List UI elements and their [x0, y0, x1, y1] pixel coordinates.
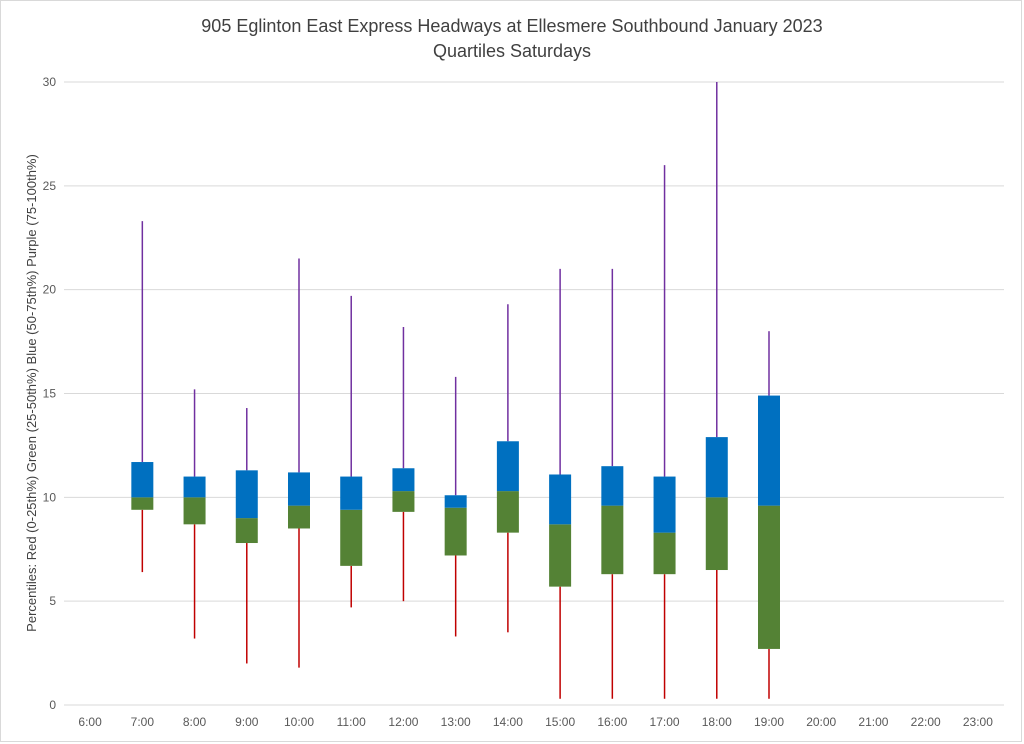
box-upper: [444, 495, 467, 508]
box-lower: [444, 507, 467, 556]
x-tick-label: 20:00: [806, 715, 836, 729]
x-tick-label: 16:00: [597, 715, 627, 729]
chart-subtitle: Quartiles Saturdays: [432, 41, 592, 61]
x-tick-labels: 6:00 7:00 8:00 9:00 10:00 11:00 12:00 13:00 14:0…: [78, 715, 993, 729]
x-tick-label: 6:00: [78, 715, 102, 729]
x-tick-label: 22:00: [911, 715, 941, 729]
box-lower: [131, 497, 154, 510]
x-tick-label: 11:00: [337, 715, 366, 729]
x-tick-label: 21:00: [858, 715, 888, 729]
box-lower: [601, 505, 624, 575]
x-tick-label: 19:00: [754, 715, 784, 729]
box-lower: [653, 532, 676, 575]
x-tick-label: 17:00: [650, 715, 680, 729]
box-lower: [235, 518, 258, 544]
y-tick-label: 25: [43, 179, 57, 193]
box-upper: [235, 470, 258, 519]
box-upper: [131, 462, 154, 498]
box-marks: [131, 82, 780, 699]
x-tick-label: 15:00: [545, 715, 575, 729]
x-tick-label: 14:00: [493, 715, 523, 729]
x-tick-label: 12:00: [388, 715, 418, 729]
chart-title: 905 Eglinton East Express Headways at El…: [201, 16, 823, 36]
box-upper: [549, 474, 572, 525]
x-tick-label: 23:00: [963, 715, 993, 729]
box-lower: [183, 497, 206, 525]
box-upper: [183, 476, 206, 498]
box-lower: [705, 497, 728, 571]
x-tick-label: 7:00: [131, 715, 155, 729]
box-upper: [288, 472, 310, 506]
box-upper: [392, 468, 415, 492]
y-tick-label: 15: [43, 387, 57, 401]
box-lower: [288, 505, 310, 529]
y-tick-labels: 0 5 10 15 20 25 30: [43, 75, 57, 712]
x-tick-label: 13:00: [441, 715, 471, 729]
y-tick-label: 30: [43, 75, 57, 89]
box-upper: [496, 441, 519, 492]
box-upper: [758, 395, 780, 506]
box-lower: [758, 505, 780, 649]
y-tick-label: 10: [43, 490, 57, 504]
box-lower: [549, 524, 572, 587]
x-tick-label: 18:00: [702, 715, 732, 729]
box-upper: [340, 476, 363, 510]
y-tick-label: 20: [43, 283, 57, 297]
y-tick-label: 5: [49, 594, 56, 608]
box-upper: [705, 437, 728, 498]
y-tick-label: 0: [49, 698, 56, 712]
box-lower: [340, 509, 363, 566]
box-upper: [601, 466, 624, 506]
box-upper: [653, 476, 676, 533]
box-lower: [496, 491, 519, 533]
gridlines: [64, 81, 1004, 706]
x-tick-label: 10:00: [284, 715, 314, 729]
x-tick-label: 9:00: [235, 715, 259, 729]
x-tick-label: 8:00: [183, 715, 207, 729]
box-lower: [392, 491, 415, 512]
